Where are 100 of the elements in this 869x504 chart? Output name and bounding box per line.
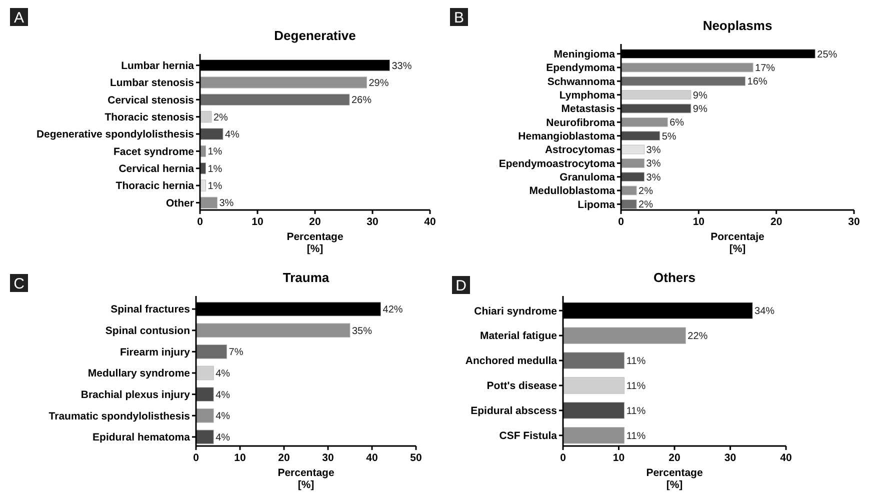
y-tick-label: Spinal fractures — [110, 304, 190, 316]
bar — [196, 430, 214, 444]
x-tick-label: 40 — [366, 452, 378, 464]
y-tick-label: Metastasis — [561, 103, 616, 116]
x-tick-label: 20 — [770, 216, 782, 228]
y-tick-label: Firearm injury — [120, 346, 190, 358]
bar — [200, 128, 224, 140]
y-tick-label: Lipoma — [578, 198, 616, 211]
bar — [620, 186, 637, 196]
data-label: 1% — [208, 146, 222, 158]
x-tick-label: 10 — [234, 452, 246, 464]
y-tick-label: Facet syndrome — [113, 146, 194, 158]
data-label: 4% — [216, 411, 230, 422]
data-label: 29% — [368, 78, 389, 89]
x-tick-label: 0 — [560, 452, 566, 464]
data-label: 3% — [646, 172, 661, 184]
x-axis-title: Percentage [%] — [646, 467, 703, 491]
data-label: 2% — [638, 200, 654, 211]
y-tick-label: Epidural abscess — [470, 405, 558, 418]
bar — [620, 104, 692, 114]
x-tick-label: 30 — [366, 216, 378, 228]
y-tick-label: Medulloblastoma — [529, 185, 616, 198]
chart-title: Neoplasms — [702, 18, 772, 33]
x-tick-label: 30 — [848, 216, 860, 228]
y-tick-label: Chiari syndrome — [474, 305, 558, 318]
y-tick-label: CSF Fistula — [499, 430, 558, 442]
y-tick-label: Material fatigue — [480, 330, 558, 342]
bar — [620, 131, 660, 141]
chart-title: Trauma — [282, 270, 330, 285]
y-tick-label: Spinal contusion — [105, 325, 190, 338]
y-tick-label: Cervical hernia — [118, 163, 194, 176]
data-label: 11% — [626, 430, 646, 442]
x-tick-label: 10 — [612, 452, 625, 464]
data-label: 22% — [688, 331, 708, 342]
bar — [620, 172, 645, 182]
x-tick-label: 10 — [252, 216, 264, 228]
data-label: 4% — [216, 368, 230, 380]
y-tick-label: Anchored medulla — [465, 355, 558, 368]
y-tick-label: Ependymoma — [546, 62, 616, 74]
y-tick-label: Epidural hematoma — [92, 432, 190, 444]
bar — [620, 62, 754, 72]
text: A — [14, 9, 24, 26]
x-tick-label: 0 — [197, 216, 204, 228]
x-axis-title: Porcentaje [%] — [710, 231, 764, 255]
data-label: 34% — [754, 306, 775, 318]
data-label: 9% — [692, 90, 708, 102]
data-label: 6% — [670, 118, 684, 129]
bar — [620, 158, 645, 168]
data-label: 25% — [817, 49, 838, 60]
data-label: 16% — [747, 76, 768, 88]
data-label: 3% — [219, 198, 234, 210]
data-label: 3% — [646, 158, 661, 170]
y-tick-label: Medullary syndrome — [88, 368, 190, 380]
bar — [562, 402, 625, 419]
data-label: 4% — [216, 432, 230, 444]
bar — [562, 327, 686, 344]
x-tick-label: 20 — [278, 452, 290, 464]
chart-title: Degenerative — [274, 28, 356, 43]
data-label: 5% — [662, 131, 676, 142]
bar — [196, 387, 214, 402]
bar — [620, 144, 645, 154]
bar — [200, 94, 350, 106]
data-label: 1% — [208, 181, 222, 192]
x-tick-label: 30 — [322, 452, 334, 464]
x-axis-title: Percentage [%] — [278, 467, 334, 491]
bar — [620, 117, 668, 127]
bar — [200, 110, 212, 123]
data-label: 11% — [626, 380, 646, 392]
data-label: 33% — [392, 60, 412, 72]
bar — [196, 344, 228, 359]
data-label: 2% — [638, 186, 654, 198]
y-tick-label: Brachial plexus injury — [80, 388, 190, 401]
x-tick-label: 30 — [724, 452, 736, 464]
y-tick-label: Schwannoma — [547, 76, 616, 88]
bar — [196, 408, 214, 423]
y-tick-label: Thoracic stenosis — [104, 112, 194, 124]
y-tick-label: Lymphoma — [559, 90, 616, 102]
bar — [562, 352, 625, 369]
data-label: 7% — [228, 347, 244, 358]
data-label: 4% — [216, 390, 230, 401]
y-tick-label: Other — [166, 197, 194, 210]
x-tick-label: 0 — [193, 452, 200, 464]
y-tick-label: Pott's disease — [486, 380, 558, 392]
bar — [562, 427, 625, 444]
text: B — [454, 9, 464, 26]
bar — [200, 76, 367, 88]
data-label: 26% — [352, 95, 372, 106]
x-tick-label: 50 — [410, 452, 422, 464]
x-tick-label: 40 — [424, 216, 436, 228]
x-tick-label: 20 — [309, 216, 321, 228]
bar — [196, 323, 350, 338]
data-label: 2% — [214, 112, 228, 124]
y-tick-label: Lumbar hernia — [121, 60, 194, 72]
data-label: 35% — [352, 326, 372, 337]
bar — [562, 377, 625, 394]
y-tick-label: Lumbar stenosis — [110, 77, 194, 90]
y-tick-label: Thoracic hernia — [116, 180, 194, 192]
chart-title: Others — [654, 270, 696, 285]
y-tick-label: Neurofibroma — [546, 116, 616, 129]
data-label: 11% — [626, 356, 646, 368]
